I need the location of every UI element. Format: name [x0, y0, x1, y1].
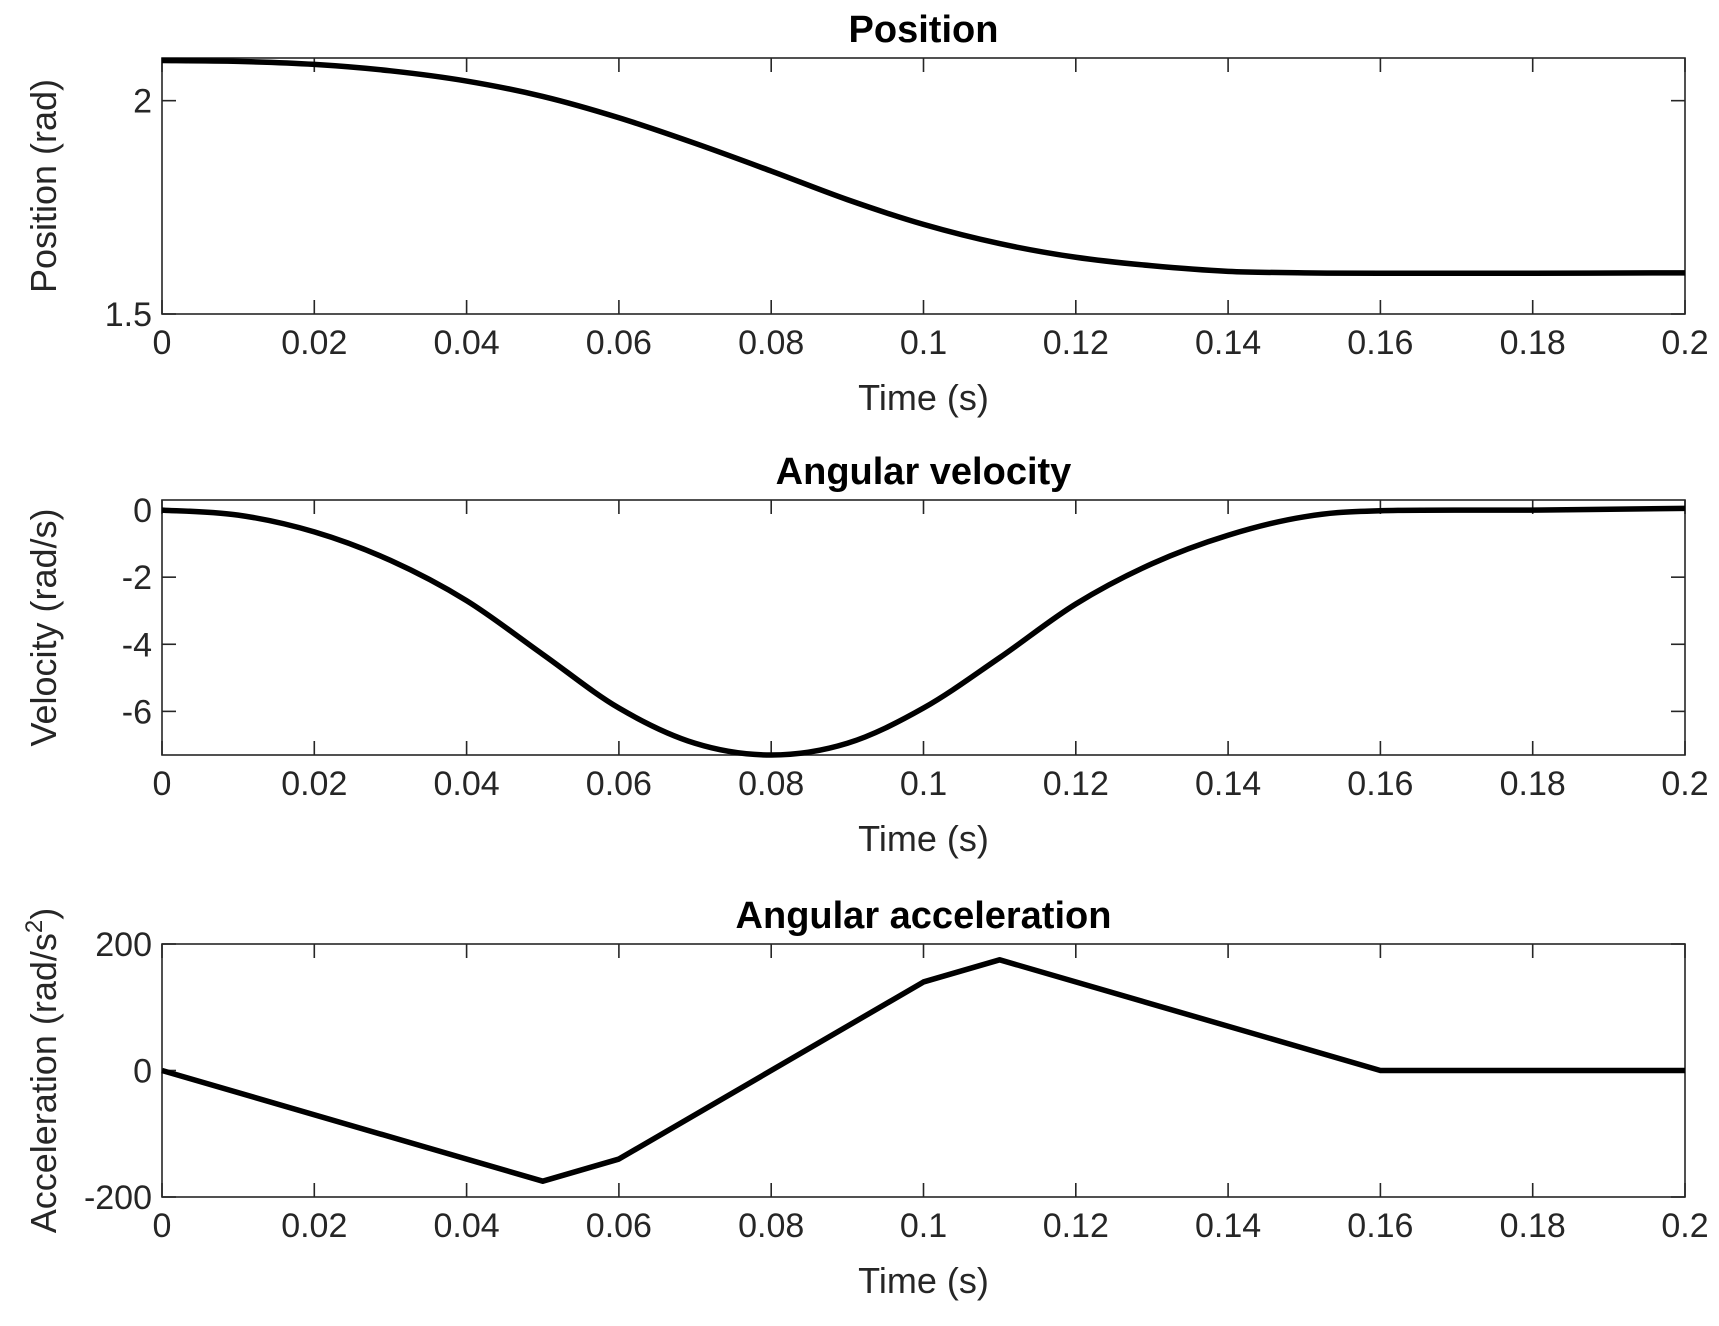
acceleration-x-tick-label: 0.18 [1500, 1207, 1566, 1245]
acceleration-x-tick-label: 0.14 [1195, 1207, 1261, 1245]
acceleration-axes: 0 0.02 0.04 0.06 0.08 0.1 0.12 0.14 0.16 0.18 0.2 -… [21, 895, 1709, 1301]
acceleration-x-tick-label: 0.06 [586, 1207, 652, 1245]
position-x-tick-label: 0.1 [900, 324, 947, 362]
acceleration-x-tick-label: 0.16 [1347, 1207, 1413, 1245]
velocity-x-tick-label: 0.1 [900, 765, 947, 803]
velocity-x-tick-label: 0.14 [1195, 765, 1261, 803]
acceleration-x-tick-label: 0.12 [1043, 1207, 1109, 1245]
position-x-tick-label: 0.04 [434, 324, 500, 362]
acceleration-y-tick-label: 0 [133, 1053, 152, 1091]
velocity-x-tick-label: 0.04 [434, 765, 500, 803]
acceleration-x-axis-label: Time (s) [858, 1260, 989, 1301]
acceleration-y-axis-label-suffix: ) [23, 908, 64, 920]
acceleration-y-axis-label: Acceleration (rad/s2) [21, 908, 64, 1234]
velocity-x-tick-label: 0.2 [1661, 765, 1708, 803]
velocity-x-tick-label: 0.06 [586, 765, 652, 803]
position-y-tick-label: 1.5 [105, 296, 152, 334]
acceleration-x-tick-label: 0 [153, 1207, 172, 1245]
velocity-x-tick-label: 0.16 [1347, 765, 1413, 803]
acceleration-x-tick-label: 0.02 [281, 1207, 347, 1245]
velocity-x-tick-label: 0.12 [1043, 765, 1109, 803]
acceleration-chart-title: Angular acceleration [736, 895, 1112, 937]
acceleration-x-tick-label: 0.1 [900, 1207, 947, 1245]
position-y-axis-label: Position (rad) [23, 79, 64, 293]
velocity-x-axis-label: Time (s) [858, 818, 989, 859]
velocity-y-tick-label: -2 [122, 559, 152, 597]
position-x-tick-label: 0.12 [1043, 324, 1109, 362]
velocity-y-tick-label: -4 [122, 626, 152, 664]
acceleration-y-axis-label-text: Acceleration (rad/s [23, 933, 64, 1233]
position-y-axis-label-text: Position (rad) [23, 79, 64, 293]
position-series-line [161, 57, 1686, 277]
velocity-x-tick-label: 0.08 [738, 765, 804, 803]
position-x-tick-label: 0.06 [586, 324, 652, 362]
position-x-tick-label: 0.16 [1347, 324, 1413, 362]
acceleration-series-line [161, 957, 1685, 1184]
position-x-tick-label: 0.2 [1661, 324, 1708, 362]
velocity-axes-box [161, 499, 1686, 756]
position-chart-title: Position [849, 9, 999, 51]
velocity-x-tick-label: 0.02 [281, 765, 347, 803]
acceleration-y-axis-label-superscript: 2 [21, 920, 48, 933]
velocity-series-line [161, 505, 1686, 758]
position-x-tick-label: 0.02 [281, 324, 347, 362]
acceleration-x-tick-label: 0.2 [1661, 1207, 1708, 1245]
position-x-tick-label: 0.08 [738, 324, 804, 362]
velocity-y-tick-label: -6 [122, 693, 152, 731]
velocity-y-axis-label: Velocity (rad/s) [23, 508, 64, 746]
velocity-x-tick-label: 0.18 [1500, 765, 1566, 803]
velocity-y-axis-label-text: Velocity (rad/s) [23, 508, 64, 746]
position-x-axis-label: Time (s) [858, 377, 989, 418]
position-axes: 0 0.02 0.04 0.06 0.08 0.1 0.12 0.14 0.16 0.18 0.2 1… [23, 9, 1709, 418]
position-y-tick-label: 2 [133, 83, 152, 121]
velocity-axes: 0 0.02 0.04 0.06 0.08 0.1 0.12 0.14 0.16 0.18 0.2 -… [23, 451, 1709, 859]
acceleration-y-tick-label: -200 [84, 1179, 152, 1217]
velocity-chart-title: Angular velocity [776, 451, 1072, 493]
acceleration-y-tick-label: 200 [95, 926, 152, 964]
acceleration-x-tick-label: 0.08 [738, 1207, 804, 1245]
position-x-tick-label: 0.18 [1500, 324, 1566, 362]
velocity-y-tick-label: 0 [133, 492, 152, 530]
position-x-tick-label: 0 [153, 324, 172, 362]
velocity-x-tick-label: 0 [153, 765, 172, 803]
acceleration-x-tick-label: 0.04 [434, 1207, 500, 1245]
position-x-tick-label: 0.14 [1195, 324, 1261, 362]
